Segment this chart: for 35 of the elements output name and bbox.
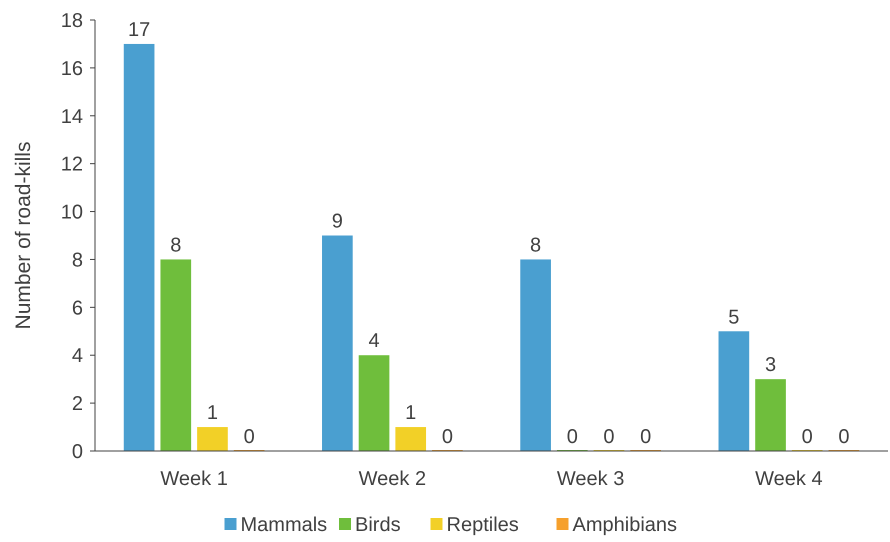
y-tick-label: 18 — [60, 10, 83, 32]
y-tick-label: 8 — [72, 249, 83, 272]
x-tick-label: Week 3 — [556, 468, 624, 490]
data-label: 8 — [170, 234, 182, 256]
data-label: 0 — [566, 426, 578, 448]
data-label: 0 — [603, 426, 615, 448]
x-tick-label: Week 2 — [358, 468, 426, 490]
y-tick-label: 14 — [60, 106, 83, 128]
y-tick-label: 10 — [60, 202, 83, 224]
x-tick-label: Week 1 — [160, 468, 228, 490]
legend-label: Reptiles — [446, 514, 519, 536]
data-label: 0 — [244, 426, 255, 448]
y-tick-label: 12 — [60, 154, 83, 176]
y-tick-label: 4 — [72, 345, 83, 368]
legend-label: Mammals — [240, 514, 328, 536]
data-label: 3 — [764, 354, 776, 376]
y-tick-label: 16 — [60, 58, 83, 80]
data-label: 0 — [838, 426, 850, 448]
legend-label: Amphibians — [572, 514, 678, 536]
data-label: 8 — [530, 234, 542, 256]
data-label: 1 — [405, 402, 416, 424]
y-tick-label: 2 — [72, 393, 83, 416]
y-tick-label: 0 — [72, 441, 83, 463]
data-label: 0 — [640, 426, 652, 448]
legend-label: Birds — [355, 514, 401, 536]
data-label: 0 — [442, 426, 453, 448]
y-axis-title: Number of road-kills — [12, 142, 35, 330]
data-label: 4 — [368, 330, 380, 352]
data-label: 1 — [206, 402, 218, 424]
data-label: 0 — [802, 426, 813, 448]
x-tick-label: Week 4 — [755, 468, 823, 490]
data-label: 5 — [728, 306, 740, 328]
data-label: 17 — [128, 18, 150, 41]
y-tick-label: 6 — [72, 297, 83, 320]
data-label: 9 — [332, 210, 343, 232]
